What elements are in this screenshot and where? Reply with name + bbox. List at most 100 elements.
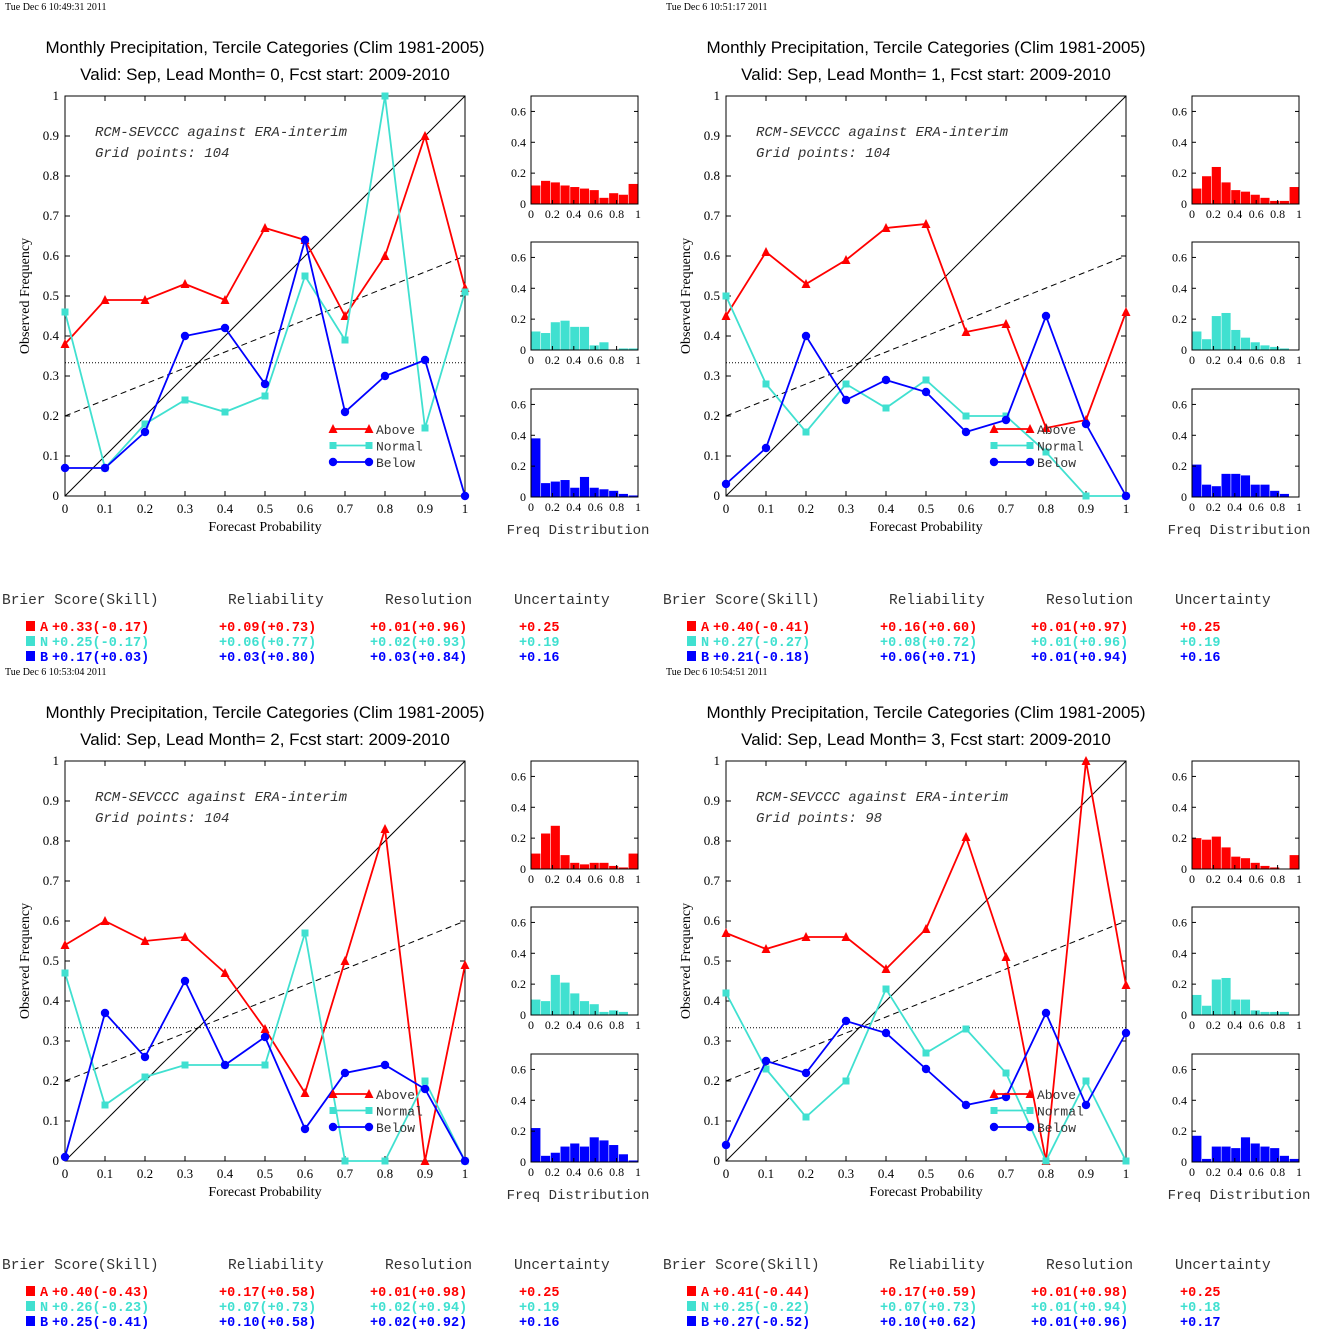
uncertainty-score: +0.16 bbox=[519, 1316, 560, 1330]
histogram-bar bbox=[1231, 999, 1241, 1015]
y-tick-label: 0 bbox=[53, 488, 60, 503]
data-point-below bbox=[340, 407, 350, 417]
score-header: Reliability bbox=[228, 593, 324, 609]
x-tick-label: 0 bbox=[723, 1166, 730, 1181]
y-tick-label: 0 bbox=[1181, 197, 1187, 211]
data-point-normal bbox=[722, 292, 730, 300]
legend-marker bbox=[365, 442, 373, 449]
annotation-line: RCM-SEVCCC against ERA-interim bbox=[95, 790, 348, 806]
score-swatch bbox=[26, 1316, 35, 1326]
reliability-score: +0.06(+0.77) bbox=[219, 636, 316, 651]
histogram-bar bbox=[1231, 856, 1241, 869]
histogram-bar bbox=[609, 1010, 619, 1015]
data-point-below bbox=[1041, 311, 1051, 321]
x-tick-label: 0.2 bbox=[1206, 1165, 1221, 1179]
x-tick-label: 0 bbox=[1189, 207, 1195, 221]
score-header: Uncertainty bbox=[514, 593, 610, 609]
freq-distribution-label: Freq Distribution bbox=[1168, 523, 1311, 539]
histogram-bar bbox=[531, 853, 541, 869]
x-tick-label: 0.2 bbox=[798, 1166, 814, 1181]
reliability-score: +0.07(+0.73) bbox=[219, 1301, 316, 1316]
histogram-bar bbox=[1250, 1010, 1260, 1015]
score-table: Brier Score(Skill) Reliability Resolution U… bbox=[663, 1258, 1271, 1330]
score-swatch bbox=[687, 636, 696, 646]
x-tick-label: 0.4 bbox=[566, 353, 581, 367]
x-tick-label: 0 bbox=[1189, 872, 1195, 886]
data-point-normal bbox=[261, 1061, 269, 1069]
y-tick-label: 0.7 bbox=[704, 208, 721, 223]
data-point-above bbox=[841, 255, 851, 264]
histogram-bar bbox=[599, 862, 609, 869]
x-tick-label: 0 bbox=[528, 207, 534, 221]
data-point-normal bbox=[421, 424, 429, 432]
score-category: N bbox=[701, 1301, 709, 1316]
y-tick-label: 0.6 bbox=[511, 915, 526, 929]
x-tick-label: 0.2 bbox=[545, 872, 560, 886]
histogram-bar bbox=[589, 862, 599, 869]
y-tick-label: 0.4 bbox=[511, 135, 526, 149]
histogram-bar bbox=[1202, 484, 1212, 497]
x-tick-label: 0.8 bbox=[1270, 353, 1285, 367]
data-point-normal bbox=[1042, 1157, 1050, 1165]
histogram-bar bbox=[541, 483, 551, 497]
score-header: Resolution bbox=[385, 1258, 472, 1274]
data-point-below bbox=[881, 375, 891, 385]
x-tick-label: 0.2 bbox=[1206, 353, 1221, 367]
score-header: Brier Score(Skill) bbox=[663, 593, 820, 609]
histogram-frame bbox=[530, 388, 639, 498]
y-tick-label: 0.9 bbox=[704, 128, 720, 143]
reliability-score: +0.09(+0.73) bbox=[219, 621, 316, 636]
x-tick-label: 1 bbox=[1296, 1018, 1302, 1032]
legend-marker bbox=[1026, 1107, 1034, 1114]
legend-marker bbox=[990, 1107, 998, 1114]
histogram-bar bbox=[628, 1160, 638, 1162]
y-tick-label: 0.2 bbox=[511, 312, 526, 326]
resolution-score: +0.01(+0.94) bbox=[1031, 1301, 1128, 1316]
y-tick-label: 0 bbox=[1181, 1155, 1187, 1169]
data-point-above bbox=[1121, 980, 1131, 989]
histogram-bar bbox=[1192, 994, 1202, 1015]
y-tick-label: 0.2 bbox=[43, 1073, 59, 1088]
data-point-below bbox=[1001, 415, 1011, 425]
x-tick-label: 1 bbox=[635, 500, 641, 514]
x-tick-label: 0.1 bbox=[758, 1166, 774, 1181]
legend-label: Normal bbox=[376, 1105, 423, 1120]
legend-marker bbox=[1026, 442, 1034, 449]
x-tick-label: 0.2 bbox=[545, 207, 560, 221]
y-axis-label: Observed Frequency bbox=[679, 238, 694, 354]
score-swatch bbox=[687, 1286, 696, 1296]
brier-score: +0.17(+0.03) bbox=[52, 651, 149, 666]
series-line-above bbox=[725, 223, 1127, 430]
brier-score: +0.33(-0.17) bbox=[52, 621, 149, 636]
histogram-bar bbox=[1192, 188, 1202, 204]
y-tick-label: 0.2 bbox=[1172, 459, 1187, 473]
data-point-below bbox=[140, 427, 150, 437]
legend-marker bbox=[364, 1089, 374, 1098]
annotation-line: Grid points: 104 bbox=[95, 811, 229, 827]
y-tick-label: 0.4 bbox=[43, 993, 60, 1008]
histogram-bar bbox=[628, 853, 638, 869]
series-line-above bbox=[64, 132, 466, 345]
data-point-above bbox=[1041, 423, 1051, 432]
y-tick-label: 0.6 bbox=[511, 769, 526, 783]
freq-histogram-above: 0 0.2 0.4 0.6 0 0.2 0.4 0.6 0.8 1 bbox=[1172, 95, 1302, 221]
freq-histogram-normal: 0 0.2 0.4 0.6 0 0.2 0.4 0.6 0.8 1 bbox=[511, 906, 641, 1032]
y-tick-label: 0.2 bbox=[1172, 312, 1187, 326]
y-tick-label: 0.4 bbox=[511, 281, 526, 295]
data-point-above bbox=[60, 339, 70, 348]
x-tick-label: 1 bbox=[1296, 1165, 1302, 1179]
y-tick-label: 0.1 bbox=[43, 1113, 59, 1128]
y-tick-label: 1 bbox=[53, 753, 60, 768]
histogram-bar bbox=[1221, 312, 1231, 350]
y-tick-label: 0.6 bbox=[1172, 1062, 1187, 1076]
data-point-below bbox=[380, 371, 390, 381]
x-tick-label: 0.8 bbox=[1270, 1018, 1285, 1032]
y-tick-label: 0.5 bbox=[43, 953, 59, 968]
histogram-bar bbox=[570, 993, 580, 1015]
data-point-below bbox=[380, 1060, 390, 1070]
score-header: Reliability bbox=[889, 593, 985, 609]
legend-label: Normal bbox=[1037, 1105, 1084, 1120]
histogram-bar bbox=[579, 476, 590, 497]
